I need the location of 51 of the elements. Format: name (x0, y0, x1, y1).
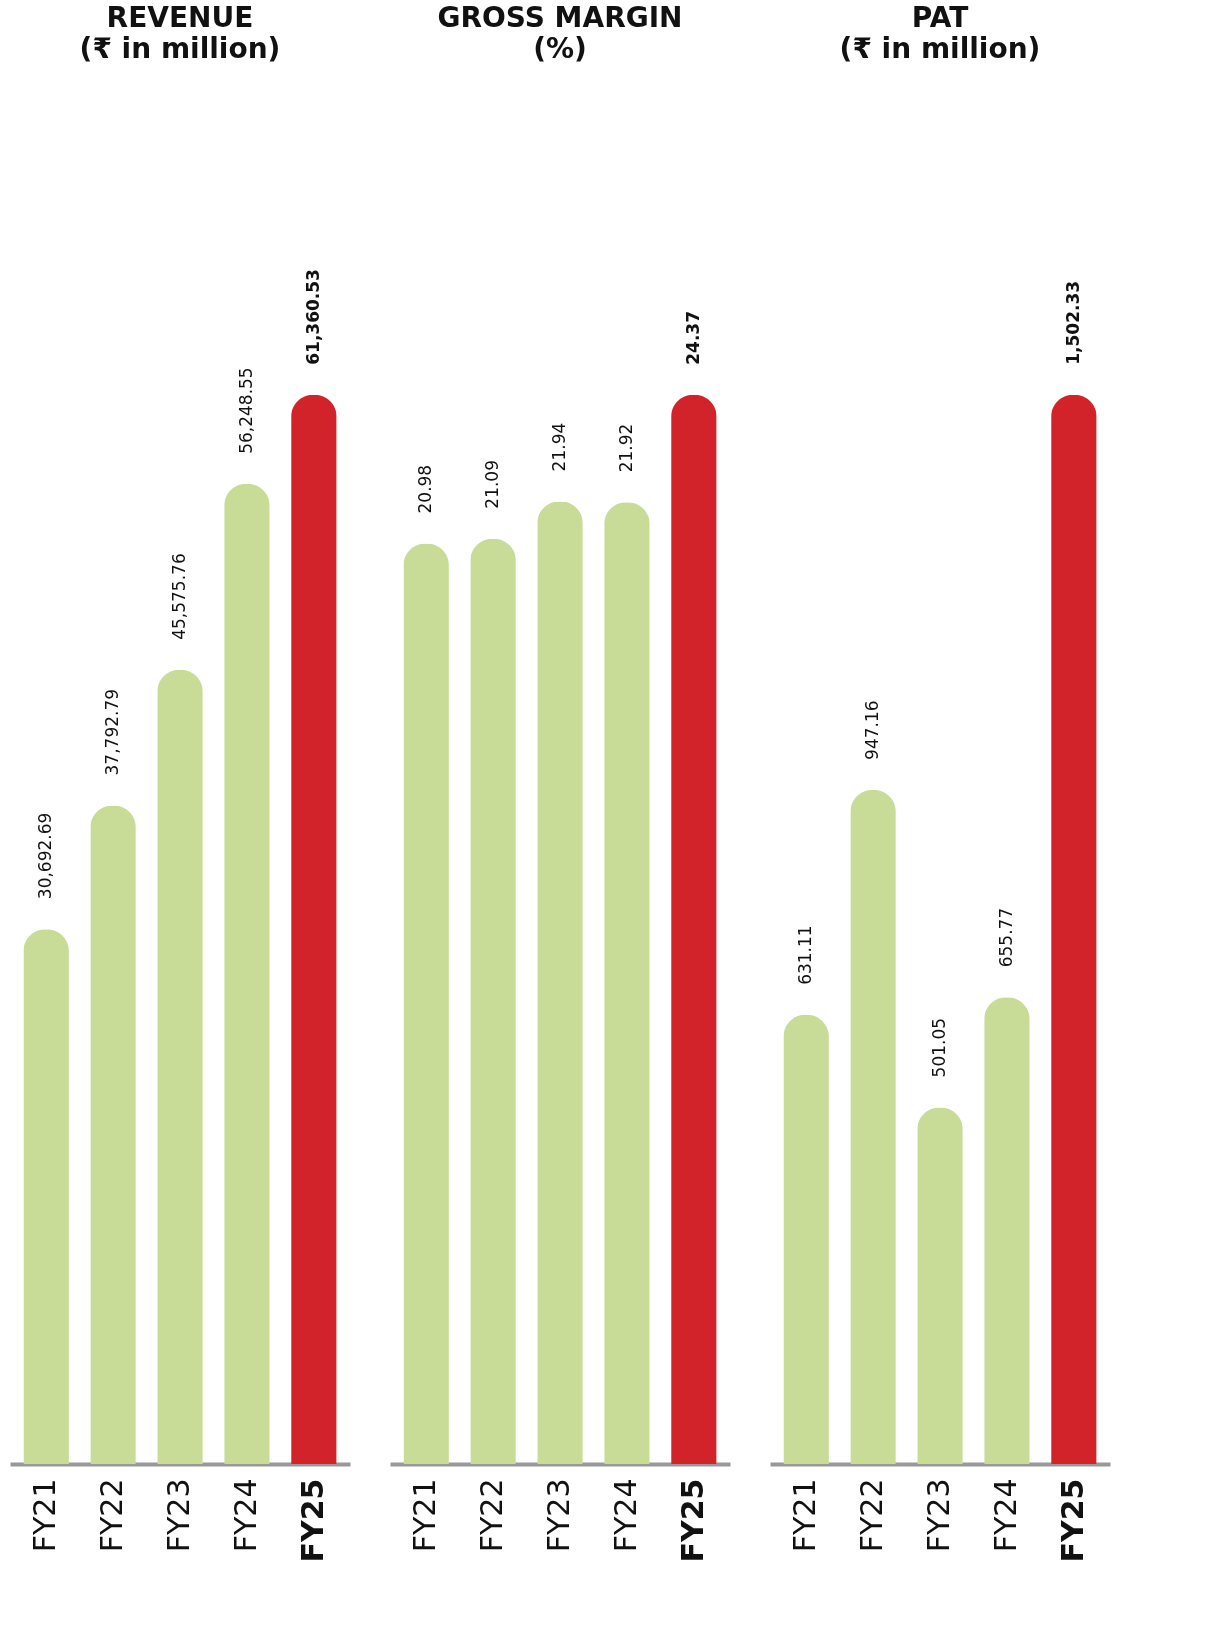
data-label: 37,792.79 (102, 688, 123, 776)
chart-subtitle: (%) (533, 32, 587, 65)
data-label: 61,360.53 (302, 269, 323, 365)
data-label: 24.37 (682, 310, 703, 365)
data-label: 631.11 (795, 925, 816, 985)
x-tick-label: FY21 (27, 1478, 63, 1553)
bar (224, 483, 270, 1464)
bar (403, 543, 449, 1464)
x-tick-label: FY23 (921, 1478, 956, 1553)
data-label: 1,502.33 (1062, 280, 1083, 365)
x-tick-label: FY25 (1054, 1478, 1090, 1563)
x-tick-label: FY22 (94, 1478, 130, 1553)
x-tick-label: FY24 (227, 1478, 263, 1553)
x-tick-label: FY21 (787, 1478, 823, 1553)
x-tick-label: FY22 (474, 1478, 510, 1553)
bar (537, 501, 583, 1464)
x-tick-label: FY24 (987, 1478, 1023, 1553)
data-label: 655.77 (995, 907, 1016, 968)
bar (604, 502, 650, 1464)
bar (917, 1107, 963, 1464)
bar (984, 997, 1030, 1464)
data-label: 30,692.69 (35, 812, 56, 900)
chart-subtitle: (₹ in million) (79, 32, 281, 65)
x-tick-label: FY24 (607, 1478, 643, 1553)
x-tick-label: FY23 (161, 1478, 196, 1553)
chart-subtitle: (₹ in million) (839, 32, 1041, 65)
bar (470, 538, 516, 1464)
data-label: 21.94 (549, 422, 569, 472)
x-tick-label: FY21 (407, 1478, 443, 1553)
data-label: 21.09 (482, 460, 503, 509)
data-label: 45,575.76 (169, 553, 189, 640)
bar (23, 929, 69, 1464)
bar (90, 805, 136, 1464)
chart-title: GROSS MARGIN (437, 1, 683, 34)
bar (157, 669, 203, 1464)
bar (850, 789, 896, 1464)
bar (783, 1014, 829, 1464)
chart-title: REVENUE (106, 1, 254, 34)
x-tick-label: FY22 (854, 1478, 890, 1553)
x-tick-label: FY25 (294, 1478, 330, 1563)
x-tick-label: FY23 (541, 1478, 576, 1553)
chart-title: PAT (911, 1, 969, 34)
data-label: 21.92 (615, 423, 636, 473)
bar (671, 394, 717, 1464)
data-label: 947.16 (862, 700, 883, 760)
data-label: 501.05 (929, 1017, 949, 1078)
data-label: 20.98 (415, 464, 436, 514)
bar (291, 394, 337, 1464)
x-tick-label: FY25 (674, 1478, 710, 1563)
bar (1051, 394, 1097, 1464)
data-label: 56,248.55 (235, 367, 256, 454)
